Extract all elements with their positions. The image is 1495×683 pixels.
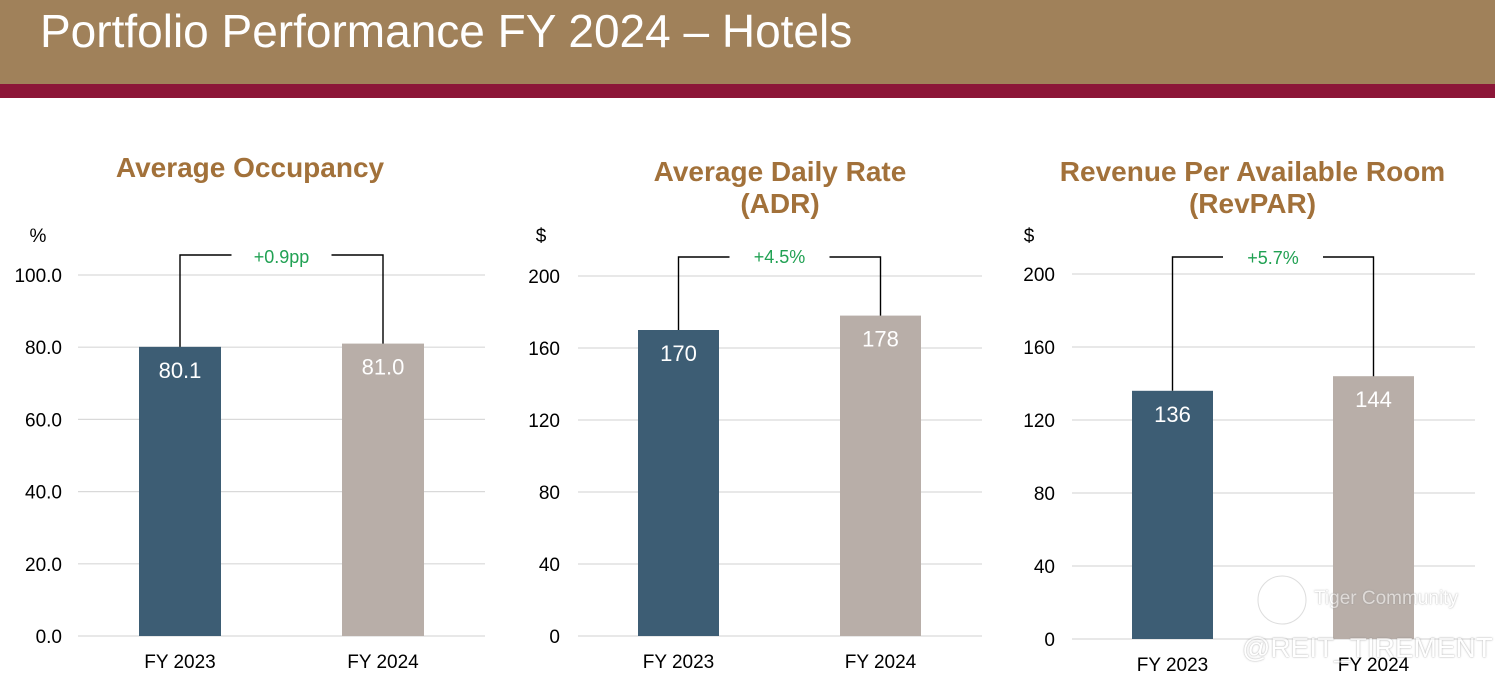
page-title: Portfolio Performance FY 2024 – Hotels xyxy=(40,5,853,57)
watermark-handle: @REIT_TIREMENT xyxy=(1242,632,1493,663)
x-tick-label: FY 2023 xyxy=(643,652,714,673)
y-tick-label: 160 xyxy=(528,339,560,360)
x-tick-label: FY 2024 xyxy=(347,652,419,673)
x-tick-label: FY 2023 xyxy=(1137,655,1208,676)
y-tick-label: 100.0 xyxy=(14,266,62,287)
chart-panel-adr: Average Daily Rate (ADR) $0 40 80 120 160 200… xyxy=(500,98,1060,683)
bar-value-label: 170 xyxy=(660,341,697,366)
chart-title-line: Average Occupancy xyxy=(115,152,385,183)
y-tick-label: 200 xyxy=(1023,265,1055,286)
y-tick-label: 80.0 xyxy=(25,338,62,359)
change-bracket xyxy=(179,254,384,347)
y-tick-label: 80 xyxy=(1034,484,1055,505)
bar-value-label: 136 xyxy=(1154,402,1191,427)
chart-adr: $0 40 80 120 160 200 170 FY 2023 178 FY 2024 +4.5% xyxy=(528,226,982,673)
chart-title-adr: Average Daily Rate (ADR) xyxy=(500,156,1060,220)
change-label: +5.7% xyxy=(1247,248,1299,268)
y-tick-label: 0.0 xyxy=(36,627,62,648)
x-tick-label: FY 2023 xyxy=(144,652,215,673)
bar-fy-2023 xyxy=(139,346,221,636)
y-unit-label: $ xyxy=(536,226,547,247)
y-tick-label: 0 xyxy=(1044,630,1055,651)
y-tick-label: 40.0 xyxy=(25,483,62,504)
tiger-logo-icon xyxy=(1256,574,1308,626)
header-stripe xyxy=(0,84,1495,98)
y-tick-label: 0 xyxy=(549,627,560,648)
chart-panel-revpar: Revenue Per Available Room (RevPAR) $0 40… xyxy=(1010,98,1495,683)
y-tick-label: 40 xyxy=(539,555,560,576)
y-tick-label: 120 xyxy=(1023,411,1055,432)
y-tick-label: 120 xyxy=(528,411,560,432)
chart-title-line: (ADR) xyxy=(740,188,820,219)
bar-fy-2024 xyxy=(840,315,921,636)
bar-value-label: 80.1 xyxy=(159,358,202,383)
chart-panel-occupancy: Average Occupancy % 0.0 20.0 40.0 60.0 80.0 10… xyxy=(0,98,500,683)
chart-title-occupancy: Average Occupancy xyxy=(0,152,500,184)
header-bar: Portfolio Performance FY 2024 – Hotels xyxy=(0,0,1495,84)
chart-occupancy: % 0.0 20.0 40.0 60.0 80.0 100.0 80.1 FY 2023 81.0… xyxy=(14,226,485,673)
change-label: +4.5% xyxy=(754,247,806,267)
bar-value-label: 144 xyxy=(1355,387,1392,412)
y-tick-label: 200 xyxy=(528,267,560,288)
bar-fy-2024 xyxy=(1333,376,1414,639)
chart-title-line: Revenue Per Available Room xyxy=(1059,156,1446,187)
y-unit-label: % xyxy=(30,226,47,247)
bar-fy-2023 xyxy=(1132,390,1213,639)
y-tick-label: 80 xyxy=(539,483,560,504)
change-bracket xyxy=(677,256,882,330)
change-label: +0.9pp xyxy=(254,247,310,267)
x-tick-label: FY 2024 xyxy=(845,652,917,673)
y-tick-label: 160 xyxy=(1023,338,1055,359)
chart-title-revpar: Revenue Per Available Room (RevPAR) xyxy=(1010,156,1495,220)
bar-fy-2024 xyxy=(342,343,424,636)
bar-fy-2023 xyxy=(638,330,719,636)
chart-revpar: $0 40 80 120 160 200 136 FY 2023 144 FY 2024 +5.7% xyxy=(1023,226,1475,676)
bar-value-label: 178 xyxy=(862,327,899,352)
chart-title-line: Average Daily Rate xyxy=(653,156,907,187)
y-tick-label: 40 xyxy=(1034,557,1055,578)
bar-value-label: 81.0 xyxy=(362,355,405,380)
y-tick-label: 60.0 xyxy=(25,410,62,431)
watermark: Tiger Community @REIT_TIREMENT xyxy=(1238,570,1493,670)
change-bracket xyxy=(1171,256,1375,391)
y-unit-label: $ xyxy=(1024,226,1035,247)
chart-title-line: (RevPAR) xyxy=(1188,188,1317,219)
y-tick-label: 20.0 xyxy=(25,555,62,576)
watermark-brand: Tiger Community xyxy=(1314,588,1458,609)
x-tick-label: FY 2024 xyxy=(1338,655,1410,676)
